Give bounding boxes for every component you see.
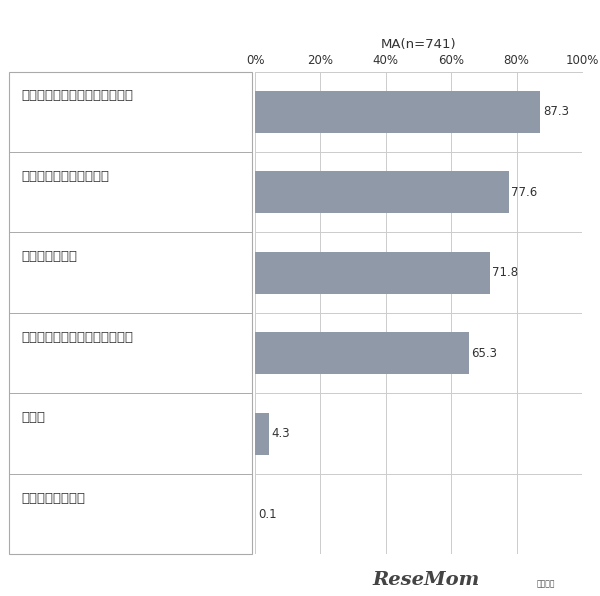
Text: その他: その他	[21, 411, 45, 424]
Text: ReseMom: ReseMom	[372, 571, 479, 589]
Text: 71.8: 71.8	[493, 266, 518, 279]
Text: 0.1: 0.1	[258, 508, 277, 520]
Text: 人並み以上に体力が必要な仕事: 人並み以上に体力が必要な仕事	[21, 331, 133, 344]
Text: 危険のある仕事: 危険のある仕事	[21, 250, 77, 263]
Text: 77.6: 77.6	[511, 186, 538, 198]
Bar	[255, 171, 509, 213]
Text: MA(n=741): MA(n=741)	[380, 38, 457, 51]
Text: 4.3: 4.3	[272, 427, 290, 440]
Bar	[255, 252, 490, 294]
Bar	[255, 91, 541, 133]
Text: 87.3: 87.3	[543, 105, 569, 118]
Text: イメージできない: イメージできない	[21, 492, 85, 505]
Text: 人の命を救うことができる仕事: 人の命を救うことができる仕事	[21, 89, 133, 103]
Text: 人や社会の役に立つ仕事: 人や社会の役に立つ仕事	[21, 170, 109, 183]
Bar	[255, 332, 469, 374]
Text: 65.3: 65.3	[471, 347, 497, 359]
Text: リザマム: リザマム	[537, 580, 556, 589]
Bar	[255, 412, 269, 455]
